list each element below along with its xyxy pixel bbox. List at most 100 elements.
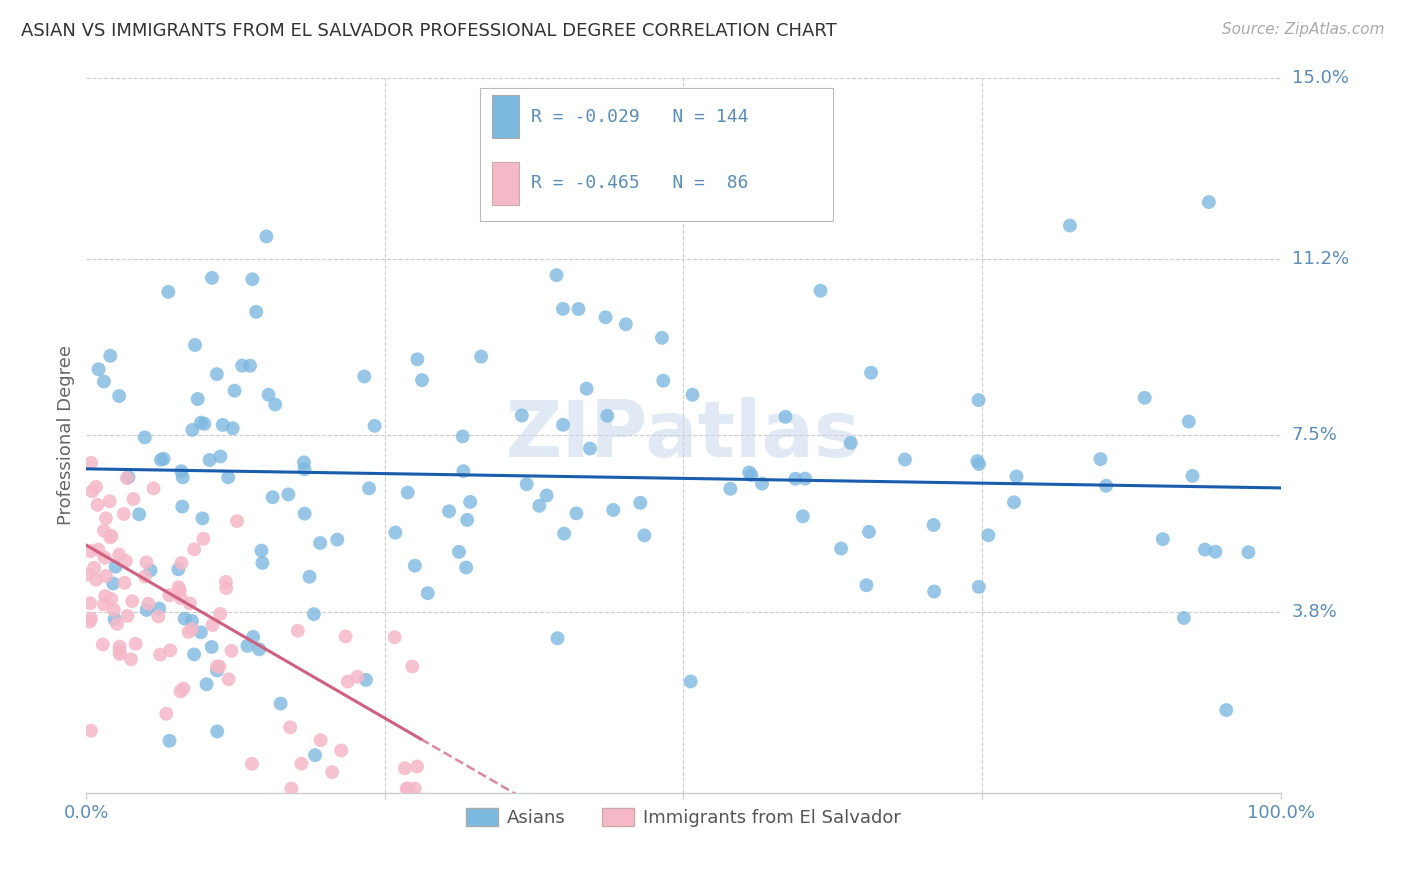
Point <box>401 659 423 673</box>
Point <box>785 472 807 486</box>
Point <box>394 761 416 775</box>
Point <box>510 409 533 423</box>
Point <box>262 490 284 504</box>
Point <box>169 684 191 698</box>
Point <box>120 652 142 666</box>
Point <box>682 388 704 402</box>
Text: ZIPatlas: ZIPatlas <box>506 398 860 474</box>
Point <box>103 603 125 617</box>
Point <box>453 464 475 478</box>
Point <box>792 509 814 524</box>
Point <box>794 472 817 486</box>
Point <box>184 338 207 352</box>
Point <box>80 456 103 470</box>
Point <box>651 331 673 345</box>
Point <box>121 594 143 608</box>
Point <box>437 504 460 518</box>
Point <box>335 630 357 644</box>
Point <box>575 382 598 396</box>
Point <box>76 567 98 582</box>
Point <box>264 397 287 411</box>
Point <box>855 578 877 592</box>
Point <box>167 562 190 576</box>
Point <box>173 612 195 626</box>
Point <box>172 470 194 484</box>
Point <box>103 612 125 626</box>
Point <box>1133 391 1156 405</box>
Point <box>1194 542 1216 557</box>
Point <box>94 511 117 525</box>
Point <box>458 495 481 509</box>
Point <box>294 462 316 476</box>
Point <box>633 528 655 542</box>
Point <box>115 471 138 485</box>
Point <box>135 555 157 569</box>
Point <box>602 503 624 517</box>
Point <box>193 417 215 431</box>
Point <box>1178 415 1201 429</box>
Point <box>1198 195 1220 210</box>
Point <box>108 647 131 661</box>
Point <box>134 569 156 583</box>
Point <box>191 511 214 525</box>
Point <box>751 476 773 491</box>
Point <box>136 597 159 611</box>
Point <box>98 494 121 508</box>
Point <box>395 781 418 796</box>
Point <box>718 482 741 496</box>
Point <box>205 664 228 678</box>
Point <box>152 451 174 466</box>
Point <box>404 781 426 796</box>
Point <box>94 589 117 603</box>
Point <box>159 733 181 747</box>
Point <box>740 468 762 483</box>
Point <box>304 748 326 763</box>
Point <box>336 674 359 689</box>
Point <box>134 430 156 444</box>
Point <box>91 638 114 652</box>
Point <box>384 630 406 644</box>
Point <box>201 640 224 654</box>
Point <box>148 601 170 615</box>
Point <box>231 359 253 373</box>
Point <box>177 625 200 640</box>
Point <box>1215 703 1237 717</box>
Point <box>114 575 136 590</box>
Point <box>242 630 264 644</box>
Bar <box>492 162 519 205</box>
Text: 15.0%: 15.0% <box>1292 69 1348 87</box>
Point <box>547 632 569 646</box>
Point <box>157 588 180 602</box>
Point <box>114 554 136 568</box>
Point <box>218 673 240 687</box>
Point <box>205 659 228 673</box>
Point <box>179 596 201 610</box>
Point <box>404 558 426 573</box>
Point <box>456 513 478 527</box>
Point <box>302 607 325 621</box>
Y-axis label: Professional Degree: Professional Degree <box>58 345 75 525</box>
Point <box>1181 468 1204 483</box>
Point <box>551 301 574 316</box>
Point <box>250 543 273 558</box>
Point <box>239 359 262 373</box>
Point <box>595 310 617 325</box>
Point <box>211 417 233 432</box>
Point <box>240 756 263 771</box>
Point <box>977 528 1000 542</box>
Point <box>270 697 292 711</box>
Point <box>180 622 202 636</box>
Point <box>1090 452 1112 467</box>
Point <box>470 350 492 364</box>
Point <box>181 614 204 628</box>
Point <box>1059 219 1081 233</box>
Text: 7.5%: 7.5% <box>1292 426 1337 444</box>
Point <box>254 229 277 244</box>
Point <box>172 500 194 514</box>
Point <box>100 530 122 544</box>
Point <box>117 609 139 624</box>
Point <box>93 524 115 538</box>
Point <box>614 318 637 332</box>
Point <box>159 643 181 657</box>
Point <box>170 591 193 605</box>
